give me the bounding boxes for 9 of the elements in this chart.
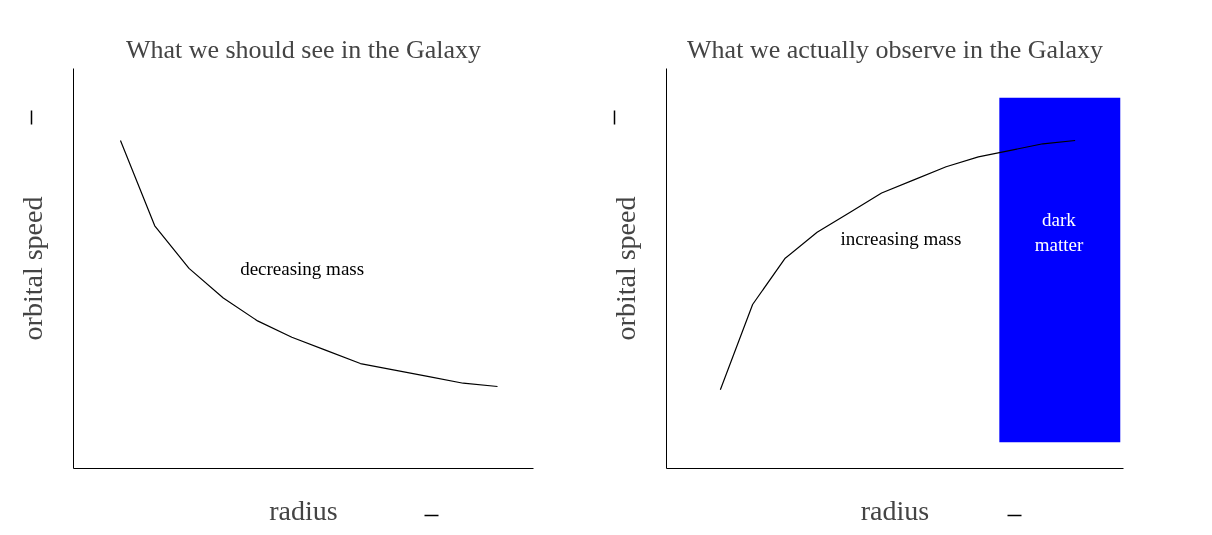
x-axis-title: radius bbox=[860, 494, 930, 526]
annotation: decreasing mass bbox=[240, 257, 365, 279]
chart-title: What we should see in the Galaxy bbox=[125, 34, 482, 64]
x-axis-title: radius bbox=[269, 494, 338, 526]
chart-title: What we actually observe in the Galaxy bbox=[687, 34, 1103, 64]
y-axis-title: orbital speed bbox=[16, 196, 48, 341]
annotation: dark matter bbox=[1034, 209, 1084, 256]
y-axis-title: orbital speed bbox=[609, 196, 641, 341]
annotation: increasing mass bbox=[840, 228, 962, 250]
